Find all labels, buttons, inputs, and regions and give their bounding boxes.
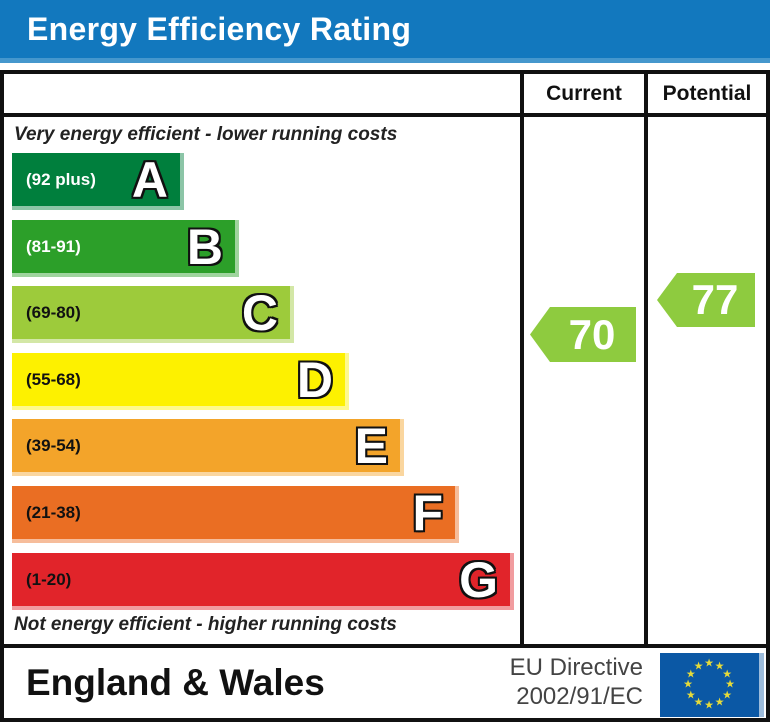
eu-flag-star: ★ <box>685 689 696 701</box>
footer-row-divider <box>4 644 766 648</box>
band-range-label-f: (21-38) <box>26 502 81 522</box>
band-letter-f: F <box>412 484 443 541</box>
band-f: (21-38) F <box>12 486 459 543</box>
bottom-note: Not energy efficient - higher running co… <box>14 614 397 635</box>
eu-flag-star: ★ <box>725 678 735 691</box>
band-range-label-e: (39-54) <box>26 435 81 455</box>
eu-flag-star: ★ <box>693 696 704 709</box>
band-letter-c: C <box>241 284 278 341</box>
rating-table-frame <box>0 70 770 722</box>
band-d: (55-68) D <box>12 353 349 410</box>
band-letter-d: D <box>296 351 333 408</box>
page-title: Energy Efficiency Rating <box>27 10 412 47</box>
eu-flag-star: ★ <box>722 689 733 701</box>
column-divider-current <box>520 74 524 648</box>
eu-flag-star: ★ <box>683 678 693 691</box>
band-b: (81-91) B <box>12 220 239 277</box>
band-range-label-c: (69-80) <box>26 302 81 322</box>
potential-column-header: Potential <box>662 81 752 105</box>
band-c: (69-80) C <box>12 286 294 343</box>
eu-flag-star: ★ <box>685 668 696 680</box>
band-g: (1-20) G <box>12 553 514 610</box>
band-range-label-b: (81-91) <box>26 236 81 256</box>
potential-rating-arrow: 77 <box>657 273 755 327</box>
current-column-header: Current <box>546 81 622 105</box>
band-range-label-g: (1-20) <box>26 569 72 589</box>
band-letter-g: G <box>459 551 498 608</box>
band-range-label-a: (92 plus) <box>26 169 96 189</box>
eu-directive-line1: EU Directive <box>509 654 643 681</box>
region-label: England & Wales <box>26 662 325 703</box>
header-row-divider <box>4 113 766 117</box>
eu-flag-star: ★ <box>714 660 725 673</box>
band-letter-e: E <box>354 417 388 474</box>
band-a: (92 plus) A <box>12 153 184 210</box>
band-letter-b: B <box>186 218 223 275</box>
band-e: (39-54) E <box>12 419 404 476</box>
current-rating-value: 70 <box>568 310 616 358</box>
band-letter-a: A <box>131 151 168 208</box>
title-bar: Energy Efficiency Rating <box>0 0 770 58</box>
column-divider-potential <box>644 74 648 648</box>
eu-directive-line2: 2002/91/EC <box>516 683 643 710</box>
current-rating-arrow: 70 <box>530 307 636 362</box>
eu-directive-label: EU Directive 2002/91/EC <box>510 653 643 711</box>
eu-flag-star: ★ <box>722 668 733 680</box>
eu-flag-star: ★ <box>704 657 714 670</box>
eu-flag-star: ★ <box>704 699 714 712</box>
title-accent-strip <box>0 58 770 63</box>
band-range-label-d: (55-68) <box>26 369 81 389</box>
top-note: Very energy efficient - lower running co… <box>14 124 398 145</box>
potential-rating-value: 77 <box>691 276 739 323</box>
eu-flag-star: ★ <box>714 696 725 709</box>
eu-flag-star: ★ <box>693 660 704 673</box>
eu-flag-icon: ★ ★ ★ ★ ★ ★ ★ ★ ★ ★ ★ ★ <box>660 653 764 717</box>
